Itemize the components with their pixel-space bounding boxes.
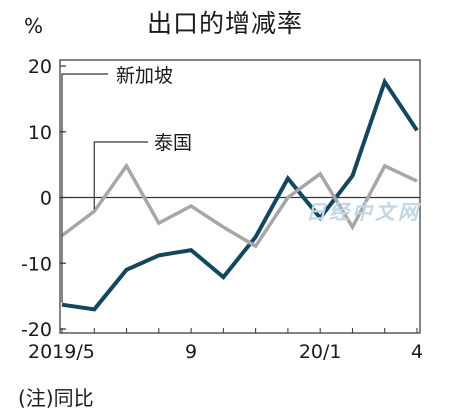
annotation-label: 泰国 <box>154 132 192 154</box>
series-line-thailand <box>60 162 418 249</box>
x-tick-label: 20/1 <box>299 341 342 363</box>
y-axis-unit-label: % <box>24 14 44 38</box>
y-tick-label: 0 <box>40 188 52 210</box>
chart-title: 出口的增减率 <box>146 9 303 38</box>
x-tick-label: 2019/5 <box>28 341 95 363</box>
chart-note: (注)同比 <box>18 386 94 410</box>
plot-frame <box>59 59 421 334</box>
y-tick-label: -10 <box>21 253 52 275</box>
y-tick-label: 20 <box>28 56 52 78</box>
series-line-singapore <box>61 77 419 312</box>
annotation-leader <box>93 141 148 210</box>
y-tick-label: -20 <box>21 319 52 341</box>
annotation-label: 新加坡 <box>116 65 173 87</box>
x-tick-label: 4 <box>411 341 423 363</box>
annotation-leader <box>61 73 108 303</box>
y-tick-label: 10 <box>28 122 52 144</box>
watermark: 日经中文网 <box>306 200 421 224</box>
x-tick-label: 9 <box>185 341 197 363</box>
